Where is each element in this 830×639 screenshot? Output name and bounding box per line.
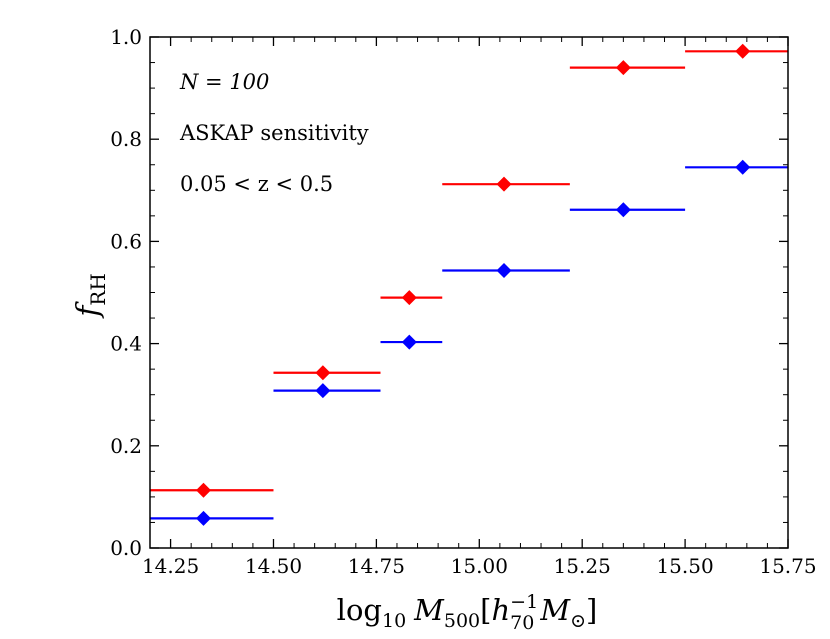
blue-point: [615, 202, 631, 218]
x-tick-label: 15.50: [656, 554, 713, 578]
plot-frame: [149, 36, 789, 549]
x-tick-label: 14.25: [142, 554, 199, 578]
red-point: [735, 43, 751, 59]
y-tick-label: 1.0: [110, 25, 142, 49]
x-axis-title-m-sub: 500: [444, 610, 480, 632]
x-tick-label: 14.75: [348, 554, 405, 578]
x-axis-title-h: h: [491, 593, 510, 627]
chart-marks-layer: [150, 43, 788, 526]
x-tick-label: 15.75: [759, 554, 816, 578]
red-point: [401, 290, 417, 306]
y-tick-label: 0.2: [110, 434, 142, 458]
x-axis-title-h-sub: 70: [510, 612, 534, 634]
x-tick-label: 15.00: [451, 554, 508, 578]
y-tick-label: 0.8: [110, 127, 142, 151]
x-axis-title-msun: M: [539, 593, 571, 627]
x-tick-label: 14.50: [245, 554, 302, 578]
y-tick-label: 0.0: [110, 536, 142, 560]
x-tick-label: 15.25: [554, 554, 611, 578]
red-point: [496, 176, 512, 192]
chart-axes-layer: 14.25 14.50 14.75 15.00 15.25 15.50 15.75 0.0 0.…: [110, 25, 816, 578]
blue-point: [196, 510, 212, 526]
y-axis-title-sub: RH: [86, 273, 110, 306]
blue-point: [315, 383, 331, 399]
y-tick-label: 0.6: [110, 229, 142, 253]
x-axis-title-log-sub: 10: [382, 610, 406, 632]
blue-point: [401, 334, 417, 350]
x-axis-title-msun-sub: ⊙: [570, 610, 586, 632]
x-axis-title-h-sup: −1: [510, 591, 538, 613]
annotation-redshift: 0.05 < z < 0.5: [180, 172, 333, 196]
x-axis-title-m: M: [413, 593, 445, 627]
x-axis-title-log: log: [337, 593, 382, 627]
blue-point: [735, 159, 751, 175]
y-tick-label: 0.4: [110, 332, 142, 356]
red-point: [615, 60, 631, 76]
x-axis-title: log10 M500[h−1 70 M⊙]: [337, 591, 598, 634]
red-point: [196, 482, 212, 498]
y-axis-title: fRH: [71, 273, 110, 319]
annotation-sensitivity: ASKAP sensitivity: [179, 121, 369, 145]
blue-point: [496, 263, 512, 279]
x-axis-title-bracket-open: [: [480, 593, 491, 627]
red-point: [315, 365, 331, 381]
annotation-n: N = 100: [179, 70, 269, 94]
x-axis-title-bracket-close: ]: [586, 593, 597, 627]
